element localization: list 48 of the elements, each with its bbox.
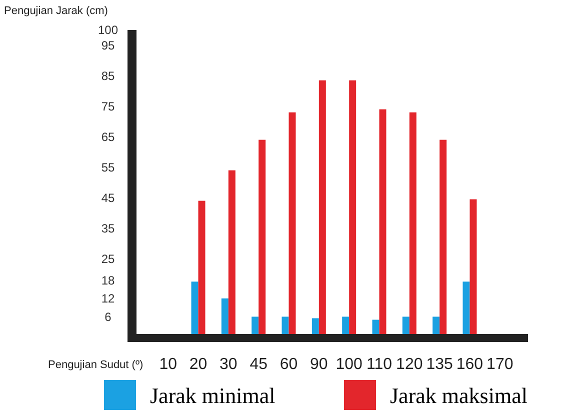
bar <box>252 316 259 335</box>
x-tick-label: 135 <box>426 356 454 373</box>
bar <box>440 140 447 335</box>
x-tick-label: 45 <box>250 356 268 373</box>
bar <box>409 112 416 335</box>
bar <box>402 316 410 335</box>
x-tick-label: 20 <box>189 356 208 373</box>
y-tick-label: 35 <box>101 221 115 236</box>
y-tick-label: 75 <box>101 99 115 114</box>
bar <box>198 200 206 335</box>
y-tick-label: 18 <box>101 273 115 288</box>
bar <box>470 199 477 335</box>
x-tick-label: 120 <box>396 356 423 373</box>
x-tick-label: 100 <box>336 356 363 373</box>
y-axis-title: Pengujian Jarak (cm) <box>4 5 108 17</box>
bar <box>342 316 350 335</box>
x-tick-label: 90 <box>310 356 328 373</box>
x-tick-label: 110 <box>366 356 392 373</box>
y-tick-label: 100 <box>98 23 118 38</box>
legend-label: Jarak maksimal <box>390 383 528 408</box>
legend-label: Jarak minimal <box>150 383 276 408</box>
bar <box>282 316 289 335</box>
bar <box>191 282 198 335</box>
bar <box>258 140 266 335</box>
bar <box>318 80 326 335</box>
x-axis-title: Pengujian Sudut (º) <box>48 359 144 371</box>
x-tick-label: 30 <box>220 356 238 373</box>
x-tick-label: 170 <box>486 356 514 373</box>
bar <box>349 80 356 335</box>
bar <box>462 282 470 335</box>
y-tick-label: 85 <box>101 68 115 83</box>
y-tick-label: 65 <box>101 130 115 144</box>
y-tick-label: 12 <box>101 292 115 306</box>
y-tick-label: 6 <box>104 310 112 324</box>
x-tick-label: 10 <box>159 356 178 373</box>
bar <box>221 298 228 335</box>
y-tick-label: 55 <box>101 160 115 174</box>
x-tick-label: 160 <box>456 356 484 373</box>
bar <box>432 316 440 335</box>
y-tick-label: 95 <box>101 38 115 52</box>
bar <box>379 109 386 335</box>
bar <box>372 320 380 335</box>
bar <box>312 318 319 335</box>
y-tick-label: 25 <box>101 252 115 266</box>
x-tick-label: 60 <box>280 356 298 373</box>
y-tick-label: 45 <box>101 190 115 205</box>
bar <box>288 112 296 335</box>
bar <box>228 170 236 335</box>
